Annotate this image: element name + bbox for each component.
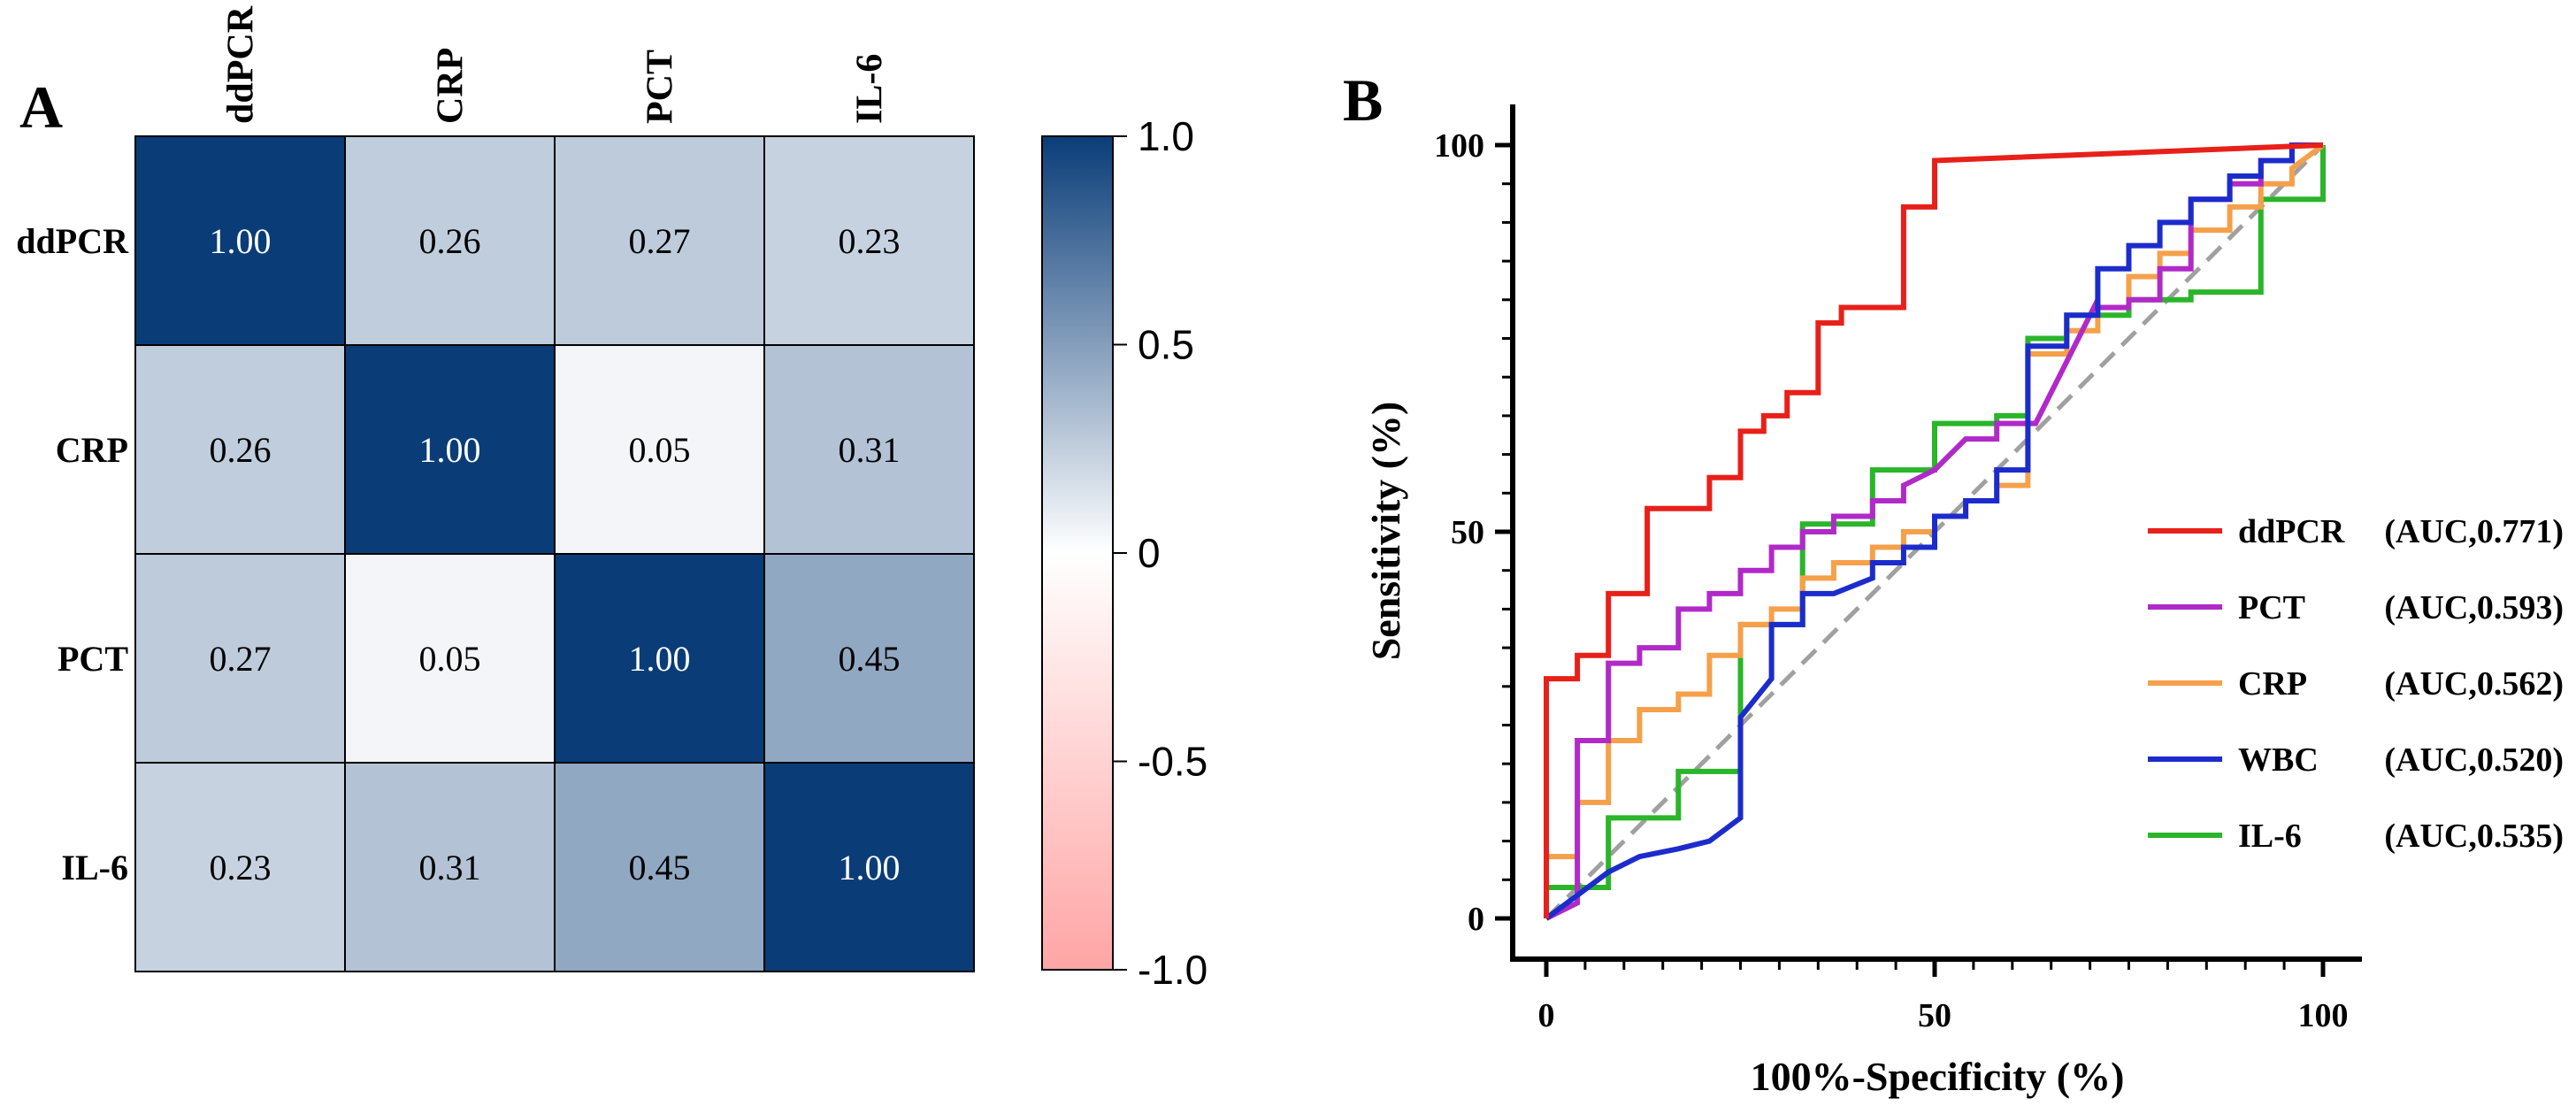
heatmap-cell-value: 1.00 — [839, 848, 901, 887]
legend-series-name: PCT — [2238, 589, 2305, 626]
colorbar-ticks: 1.0 0.5 0 -0.5 -1.0 — [1113, 113, 1208, 993]
heatmap-cell-value: 0.23 — [839, 221, 901, 261]
roc-line-ddpcr — [1544, 142, 2324, 918]
colorbar-tick-label: -0.5 — [1138, 739, 1208, 785]
x-tick-label: 0 — [1538, 997, 1555, 1034]
legend: ddPCR (AUC,0.771) PCT (AUC,0.593) CRP (AUC,0.… — [2148, 513, 2564, 855]
heatmap-cell — [763, 135, 975, 346]
heatmap-cell-value: 0.27 — [629, 221, 691, 261]
roc-curve-panel: B 0 50 100 0 50 100 100%-Specificity (%) Sen… — [1343, 66, 2564, 1099]
heatmap-cell-value: 0.45 — [629, 848, 691, 887]
x-axis-title: 100%-Specificity (%) — [1751, 1054, 2125, 1099]
y-axis-title: Sensitivity (%) — [1363, 402, 1408, 661]
heatmap-cell — [344, 553, 556, 764]
heatmap-cell — [554, 762, 765, 972]
heatmap-cell — [344, 344, 556, 555]
heatmap-cell — [554, 135, 765, 346]
heatmap-cell-value: 0.05 — [629, 430, 691, 470]
heatmap-cell-value: 1.00 — [629, 639, 691, 679]
heatmap-column-label: ddPCR — [221, 5, 262, 124]
y-axis-ticks: 0 50 100 — [1434, 127, 1513, 938]
heatmap-cell — [763, 344, 975, 555]
y-tick-label: 0 — [1468, 901, 1484, 938]
colorbar-tick-label: 1.0 — [1138, 113, 1194, 159]
heatmap-row-label: IL-6 — [61, 848, 128, 887]
legend-series-name: CRP — [2238, 665, 2307, 703]
panel-label-a: A — [19, 73, 63, 141]
heatmap-cell-value: 1.00 — [210, 221, 272, 261]
roc-line-wbc — [1545, 142, 2323, 921]
legend-auc-value: (AUC,0.771) — [2384, 513, 2564, 550]
heatmap-row-labels: ddPCR CRP PCT IL-6 — [16, 221, 129, 887]
colorbar-tick-label: 0 — [1138, 530, 1161, 576]
heatmap-cells: 1.00 0.26 0.27 0.23 0.26 1.00 0.05 0.31 0.27 0.05… — [134, 135, 975, 972]
heatmap-cell — [134, 344, 346, 555]
heatmap-cell-value: 0.23 — [210, 848, 272, 887]
heatmap-cell-value: 0.26 — [419, 221, 481, 261]
y-tick-label: 100 — [1434, 127, 1484, 165]
roc-plot-area — [1544, 142, 2326, 921]
legend-item: CRP (AUC,0.562) — [2148, 665, 2564, 703]
heatmap-cell — [134, 762, 346, 972]
x-tick-label: 100 — [2298, 997, 2349, 1034]
x-axis-ticks: 0 50 100 — [1538, 959, 2349, 1034]
heatmap-cell — [134, 135, 346, 346]
heatmap-cell-value: 0.26 — [210, 430, 272, 470]
legend-series-name: ddPCR — [2238, 513, 2345, 550]
heatmap-cell-value: 0.31 — [419, 848, 481, 887]
legend-auc-value: (AUC,0.593) — [2384, 589, 2564, 626]
legend-series-name: IL-6 — [2238, 818, 2302, 855]
heatmap-cell-value: 1.00 — [419, 430, 481, 470]
legend-series-name: WBC — [2238, 741, 2319, 779]
legend-auc-value: (AUC,0.520) — [2384, 741, 2564, 779]
heatmap-cell-value: 0.45 — [839, 639, 901, 679]
heatmap-cell — [344, 135, 556, 346]
x-tick-label: 50 — [1918, 997, 1951, 1034]
heatmap-cell-value: 0.31 — [839, 430, 901, 470]
colorbar-tick-label: 0.5 — [1138, 322, 1194, 368]
legend-item: PCT (AUC,0.593) — [2148, 589, 2564, 626]
heatmap-cell-value: 0.05 — [419, 639, 481, 679]
colorbar — [1041, 135, 1114, 971]
colorbar-tick-label: -1.0 — [1138, 947, 1208, 993]
roc-series-lines — [1544, 142, 2326, 921]
legend-auc-value: (AUC,0.562) — [2384, 665, 2564, 703]
legend-item: ddPCR (AUC,0.771) — [2148, 513, 2564, 550]
legend-auc-value: (AUC,0.535) — [2384, 818, 2564, 855]
heatmap-cell — [344, 762, 556, 972]
correlation-heatmap-panel: A 1.00 0.26 0.27 0.230.26 1.00 0.05 0.310.27 0.… — [16, 5, 1208, 993]
heatmap-row-label: CRP — [56, 430, 128, 470]
y-tick-label: 50 — [1451, 514, 1484, 551]
heatmap-cell — [763, 762, 975, 972]
heatmap-column-label: CRP — [431, 48, 472, 124]
heatmap-column-label: PCT — [640, 50, 681, 124]
heatmap-column-labels: ddPCR CRP PCT IL-6 — [221, 5, 891, 124]
heatmap-row-label: PCT — [58, 639, 128, 679]
heatmap-row-label: ddPCR — [16, 221, 129, 261]
legend-item: WBC (AUC,0.520) — [2148, 741, 2564, 779]
heatmap-column-label: IL-6 — [850, 54, 891, 124]
heatmap-cell-value: 0.27 — [210, 639, 272, 679]
heatmap-cell — [763, 553, 975, 764]
panel-label-b: B — [1343, 66, 1383, 134]
legend-item: IL-6 (AUC,0.535) — [2148, 818, 2564, 855]
